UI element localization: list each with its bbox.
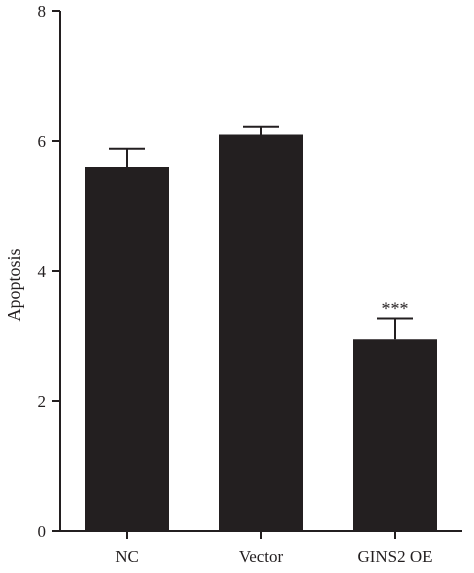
bar [219,134,303,531]
y-axis-title: Apoptosis [4,248,24,321]
y-tick-label: 0 [38,522,47,541]
bar [353,339,437,531]
y-axis: 0 2 4 6 8 [38,2,61,541]
x-tick-label: Vector [239,547,284,566]
y-tick-label: 6 [38,132,47,151]
bar [85,167,169,531]
x-tick-label: GINS2 OE [357,547,432,566]
bars [85,134,437,531]
y-tick-label: 2 [38,392,47,411]
y-tick-label: 8 [38,2,47,21]
y-tick-label: 4 [38,262,47,281]
x-axis: NC Vector GINS2 OE [59,530,462,566]
error-bars [109,125,413,340]
significance-label: *** [382,298,409,318]
x-tick-label: NC [115,547,139,566]
annotations: *** [382,298,409,318]
